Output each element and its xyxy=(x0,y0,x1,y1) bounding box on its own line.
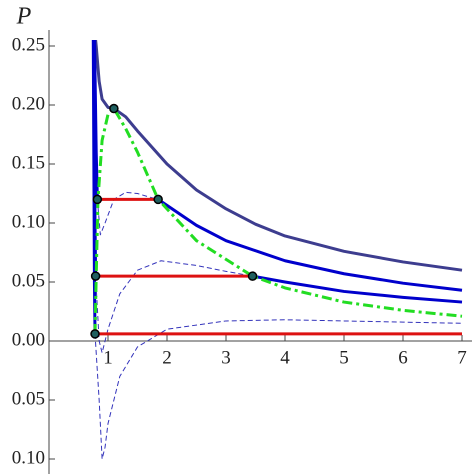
curve xyxy=(96,191,159,236)
point-marker xyxy=(153,194,163,205)
curve xyxy=(93,107,463,334)
y-tick-label: 0.25 xyxy=(12,34,45,55)
plot-area xyxy=(90,40,463,460)
y-tick-label: 0.05 xyxy=(12,270,45,291)
x-tick-label: 4 xyxy=(280,347,290,368)
curve xyxy=(95,260,253,354)
curve xyxy=(94,319,463,460)
y-tick-label: 0.00 xyxy=(12,329,45,350)
curve xyxy=(91,40,97,334)
x-tick-label: 1 xyxy=(103,347,113,368)
curve xyxy=(252,274,463,304)
x-tick-label: 2 xyxy=(162,347,172,368)
y-tick-label: 0.10 xyxy=(12,211,45,232)
curve xyxy=(157,198,463,292)
point-marker xyxy=(109,103,119,114)
y-tick-label: 0.15 xyxy=(12,152,45,173)
point-marker xyxy=(90,329,100,339)
point-marker xyxy=(247,271,258,281)
point-marker xyxy=(92,194,103,205)
y-tick-label: 0.05 xyxy=(12,388,45,409)
y-tick-label: 0.10 xyxy=(12,447,45,468)
y-tick-label: 0.20 xyxy=(12,93,45,114)
x-tick-label: 7 xyxy=(457,347,467,368)
x-tick-label: 3 xyxy=(221,347,231,368)
y-axis-label: P xyxy=(16,4,32,30)
x-tick-label: 5 xyxy=(339,347,349,368)
point-marker xyxy=(90,271,101,281)
curve xyxy=(94,40,463,272)
x-tick-label: 6 xyxy=(398,347,408,368)
